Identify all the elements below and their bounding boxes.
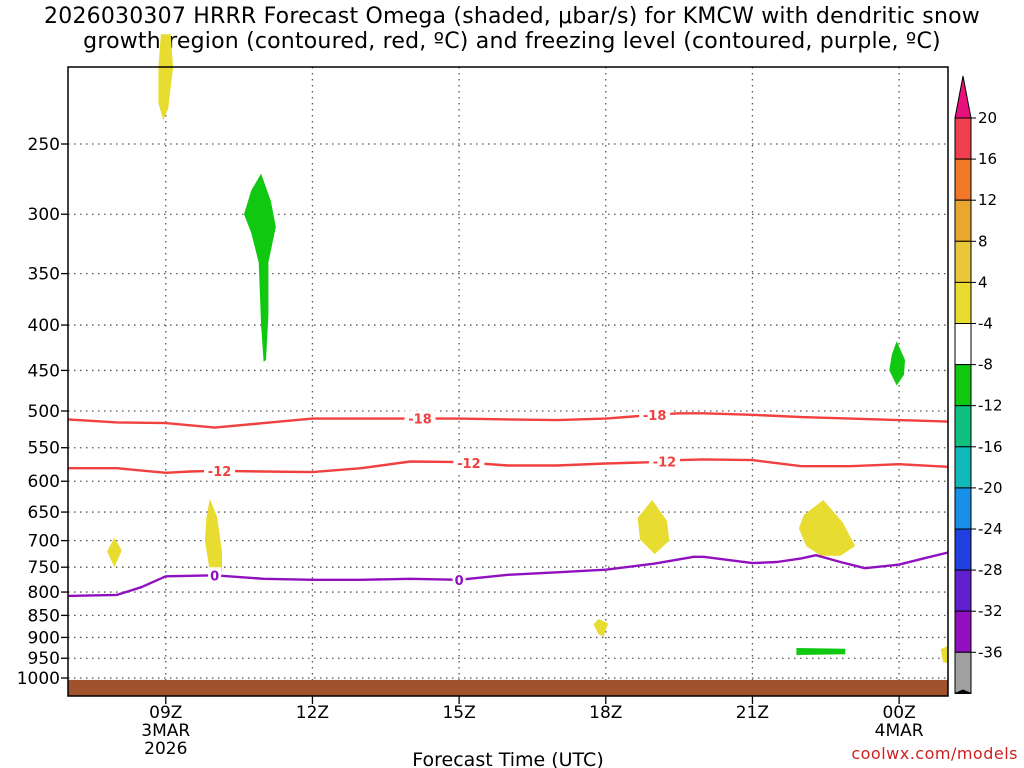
- contour-line--18C: [67, 412, 949, 429]
- colorbar-label: -12: [978, 397, 1003, 415]
- title-line-1: 2026030307 HRRR Forecast Omega (shaded, …: [44, 4, 980, 29]
- y-tick-label: 450: [28, 361, 60, 381]
- colorbar-label: -32: [978, 602, 1003, 620]
- x-tick-label: 15Z: [442, 703, 475, 723]
- y-tick-label: 1000: [17, 669, 60, 689]
- credit-text: coolwx.com/models: [851, 744, 1018, 763]
- y-tick-label: 500: [28, 402, 60, 422]
- x-tick-label: 21Z: [736, 703, 769, 723]
- contour-label-bg: [452, 571, 466, 588]
- colorbar-segment: [954, 528, 972, 571]
- omega-shaded-region: [244, 173, 276, 362]
- y-tick-label: 400: [28, 316, 60, 336]
- y-tick-label: 300: [28, 205, 60, 225]
- colorbar-segment: [954, 158, 972, 201]
- colorbar-label: 8: [978, 232, 988, 250]
- contour-label-bg: [404, 410, 436, 427]
- colorbar-label: -28: [978, 561, 1003, 579]
- y-tick-label: 350: [28, 265, 60, 285]
- omega-shaded-region: [107, 537, 122, 568]
- colorbar-segment: [954, 610, 972, 653]
- contour-line-0C: [67, 551, 949, 598]
- chart-title: 2026030307 HRRR Forecast Omega (shaded, …: [0, 4, 1024, 54]
- colorbar-label: 4: [978, 273, 988, 291]
- contour-label: -12: [208, 465, 232, 480]
- contour-line--12C: [68, 458, 949, 474]
- colorbar-segment: [954, 651, 972, 694]
- x-tick-label: 12Z: [296, 703, 329, 723]
- colorbar-segment: [954, 405, 972, 448]
- omega-shaded-region: [593, 619, 609, 637]
- contour-label-bg: [208, 567, 222, 584]
- contour-label: -12: [653, 455, 677, 470]
- colorbar-segment: [954, 117, 972, 160]
- y-tick-label: 250: [28, 135, 60, 155]
- omega-shaded-region: [940, 645, 948, 664]
- colorbar-label: -24: [978, 520, 1003, 538]
- plot-frame: [67, 66, 949, 697]
- contour-label-bg: [648, 453, 680, 470]
- omega-shaded-region: [889, 341, 905, 386]
- contour-label: 0: [210, 569, 219, 584]
- colorbar-label: -36: [978, 643, 1003, 661]
- y-tick-label: 700: [28, 532, 60, 552]
- title-line-2: growth region (contoured, red, ºC) and f…: [83, 29, 941, 54]
- y-tick-label: 950: [28, 649, 60, 669]
- omega-shaded-region: [204, 498, 222, 572]
- colorbar-segment: [954, 487, 972, 530]
- contour-label: -12: [457, 457, 481, 472]
- y-tick-label: 750: [28, 558, 60, 578]
- colorbar-segment: [954, 446, 972, 489]
- colorbar-label: -8: [978, 356, 993, 374]
- x-tick-sublabel: 4MAR: [875, 721, 924, 741]
- y-tick-label: 900: [28, 628, 60, 648]
- x-tick-sublabel: 2026: [144, 739, 187, 759]
- colorbar-segment: [954, 323, 972, 366]
- omega-shaded-region: [637, 500, 670, 555]
- y-tick-label: 850: [28, 606, 60, 626]
- x-tick-sublabel: 3MAR: [141, 721, 190, 741]
- y-tick-label: 550: [28, 439, 60, 459]
- ground-surface-band: [68, 679, 948, 696]
- colorbar-segment: [954, 199, 972, 242]
- colorbar-top-arrow: [954, 75, 972, 119]
- colorbar-segment: [954, 569, 972, 612]
- x-tick-label: 09Z: [149, 703, 182, 723]
- y-tick-label: 800: [28, 583, 60, 603]
- contour-label: 0: [455, 574, 464, 589]
- colorbar-label: -20: [978, 479, 1003, 497]
- omega-shaded-region: [798, 500, 856, 556]
- contour-label: -18: [643, 409, 667, 424]
- y-tick-label: 600: [28, 472, 60, 492]
- contour-label: -18: [408, 413, 432, 428]
- omega-shaded-region: [158, 34, 174, 121]
- contour-label-bg: [639, 406, 671, 423]
- colorbar-label: -16: [978, 438, 1003, 456]
- contour-label-bg: [453, 454, 485, 471]
- colorbar-label: 20: [978, 109, 997, 127]
- colorbar-label: 12: [978, 191, 997, 209]
- colorbar-label: 16: [978, 150, 997, 168]
- x-tick-label: 00Z: [882, 703, 915, 723]
- omega-shaded-region: [796, 648, 846, 655]
- x-axis-label: Forecast Time (UTC): [412, 749, 603, 768]
- contour-label-bg: [204, 462, 236, 479]
- y-tick-label: 650: [28, 503, 60, 523]
- colorbar-label: -4: [978, 315, 993, 333]
- colorbar-bottom-arrow: [954, 689, 972, 694]
- colorbar-segment: [954, 240, 972, 283]
- colorbar-segment: [954, 281, 972, 324]
- colorbar-segment: [954, 364, 972, 407]
- x-tick-label: 18Z: [589, 703, 622, 723]
